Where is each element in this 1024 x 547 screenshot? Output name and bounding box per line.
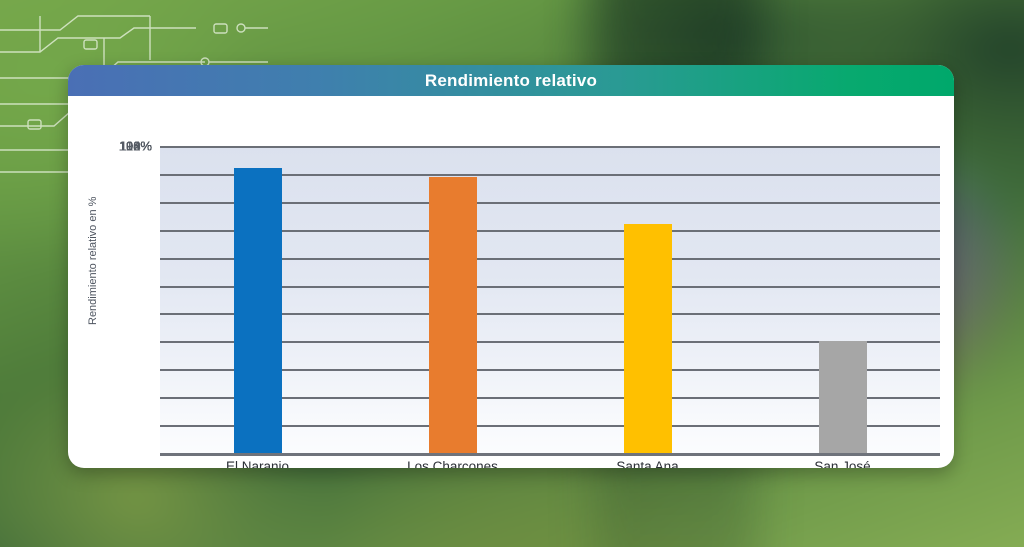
bar-group bbox=[160, 146, 940, 453]
y-axis-tick-label: 110% bbox=[119, 138, 152, 154]
bar-slot bbox=[550, 146, 745, 453]
gridline bbox=[160, 201, 940, 204]
y-axis-tick-label: 98% bbox=[125, 138, 152, 154]
gridline bbox=[160, 453, 940, 456]
y-axis-title: Rendimiento relativo en % bbox=[87, 196, 99, 326]
bar-slot bbox=[355, 146, 550, 453]
gridline bbox=[160, 313, 940, 316]
gridline bbox=[160, 285, 940, 288]
bar[interactable] bbox=[623, 224, 672, 453]
chart-title: Rendimiento relativo bbox=[68, 65, 954, 96]
y-axis-tick-label: 106% bbox=[118, 138, 152, 154]
gridline bbox=[160, 369, 940, 372]
y-axis-tick-label: 104% bbox=[118, 138, 152, 154]
y-axis-tick-label: 100% bbox=[118, 138, 152, 154]
y-axis-tick-label: 108% bbox=[118, 138, 152, 154]
gridline bbox=[160, 341, 940, 344]
x-axis-category-label: Los Charcones bbox=[407, 459, 498, 468]
gridline bbox=[160, 257, 940, 260]
bar[interactable] bbox=[428, 176, 477, 453]
bar-slot bbox=[745, 146, 940, 453]
chart-card: Rendimiento relativo Rendimiento relativ… bbox=[68, 65, 954, 468]
plot-wrapper: Rendimiento relativo en % 114% 112% 110% 10… bbox=[68, 96, 954, 468]
y-axis-tick-label: 96% bbox=[125, 138, 152, 154]
x-axis-category-label: El Naranjo bbox=[225, 459, 290, 468]
y-axis-tick-label: 94% bbox=[125, 138, 152, 154]
x-axis-labels: El Naranjo Los Charcones Santa Ana San José bbox=[160, 459, 940, 468]
bar-slot bbox=[160, 146, 355, 453]
gridline bbox=[160, 173, 940, 176]
gridline bbox=[160, 425, 940, 428]
gridline bbox=[160, 397, 940, 400]
bar[interactable] bbox=[233, 168, 282, 453]
bar[interactable] bbox=[818, 341, 867, 453]
gridline bbox=[160, 146, 940, 148]
gridlines bbox=[160, 146, 940, 456]
y-axis-tick-label: 112% bbox=[119, 138, 152, 154]
y-axis-tick-label: 102% bbox=[118, 138, 152, 154]
plot-area: 114% 112% 110% 108% 106% 104% 102% 100% 98% 96% 94… bbox=[119, 139, 940, 456]
y-axis-tick-label: 92% bbox=[125, 138, 152, 154]
y-axis-tick-label: 114% bbox=[119, 138, 152, 154]
gridline bbox=[160, 229, 940, 232]
x-axis-category-label: Santa Ana bbox=[616, 459, 679, 468]
x-axis-category-label: San José bbox=[814, 459, 871, 468]
